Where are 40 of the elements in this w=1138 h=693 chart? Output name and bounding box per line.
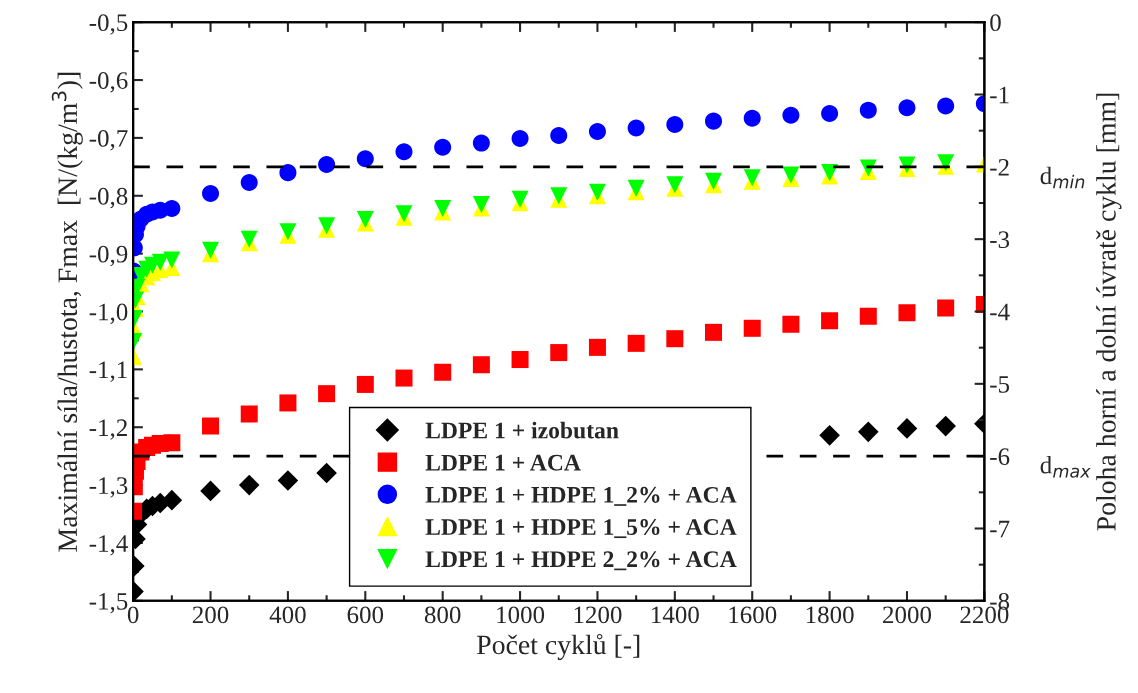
x-tick-label: 200 xyxy=(192,606,229,624)
y2-tick-label: -7 xyxy=(990,520,1010,538)
legend-label: LDPE 1 + HDPE 1_5% + ACA xyxy=(425,519,737,539)
y-tick-label: -0,8 xyxy=(89,187,128,209)
x-tick-label: 0 xyxy=(127,606,139,624)
y2-tick-label: -5 xyxy=(990,376,1010,393)
y2-tick-label: -1 xyxy=(990,86,1009,104)
y-tick-label: -1,1 xyxy=(89,361,127,382)
x-tick-label: 1800 xyxy=(806,606,854,624)
legend-label: LDPE 1 + HDPE 2_2% + ACA xyxy=(425,551,737,571)
x-tick-label: 800 xyxy=(424,606,461,624)
x-tick-label: 1000 xyxy=(497,606,545,624)
x-tick-label: 600 xyxy=(347,606,384,624)
y-tick-label: -0,9 xyxy=(89,245,128,267)
y2-tick-label: 0 xyxy=(990,14,1001,32)
y-tick-label: -1,4 xyxy=(89,535,128,556)
y2-tick-label: -6 xyxy=(990,448,1010,466)
y-tick-label: -0,6 xyxy=(89,72,128,93)
legend-label: LDPE 1 + HDPE 1_2% + ACA xyxy=(425,486,737,506)
y-tick-label: -1,3 xyxy=(89,477,128,498)
x-tick-label: 1400 xyxy=(652,606,699,624)
legend-label: LDPE 1 + izobutan xyxy=(425,421,619,439)
y2-tick-label: -4 xyxy=(990,303,1010,321)
y-tick-label: -1,5 xyxy=(89,593,128,614)
ref-line-label: d$_{min}$ xyxy=(1040,166,1085,189)
y-tick-label: -1,0 xyxy=(89,303,128,325)
y-tick-label: -0,5 xyxy=(89,14,128,35)
y2-tick-label: -2 xyxy=(990,158,1009,176)
x-tick-label: 400 xyxy=(269,606,306,624)
legend-label: LDPE 1 + ACA xyxy=(425,454,581,471)
y2-axis-title: Poloha horní a dolní úvratě cyklu [mm] xyxy=(1096,93,1122,531)
ref-line-label: d$_{max}$ xyxy=(1040,456,1091,478)
y-tick-label: -0,7 xyxy=(89,129,128,151)
y-axis-title: Maximální síla/hustota, Fmax [N/(kg/m$^{3}$)] xyxy=(51,72,83,552)
x-axis-title: Počet cyklů [-] xyxy=(477,633,640,661)
y-tick-label: -1,2 xyxy=(89,419,127,440)
y2-tick-label: -3 xyxy=(990,231,1010,249)
x-tick-label: 1600 xyxy=(729,606,777,624)
x-tick-label: 2000 xyxy=(883,606,932,624)
x-tick-label: 1200 xyxy=(574,606,622,624)
